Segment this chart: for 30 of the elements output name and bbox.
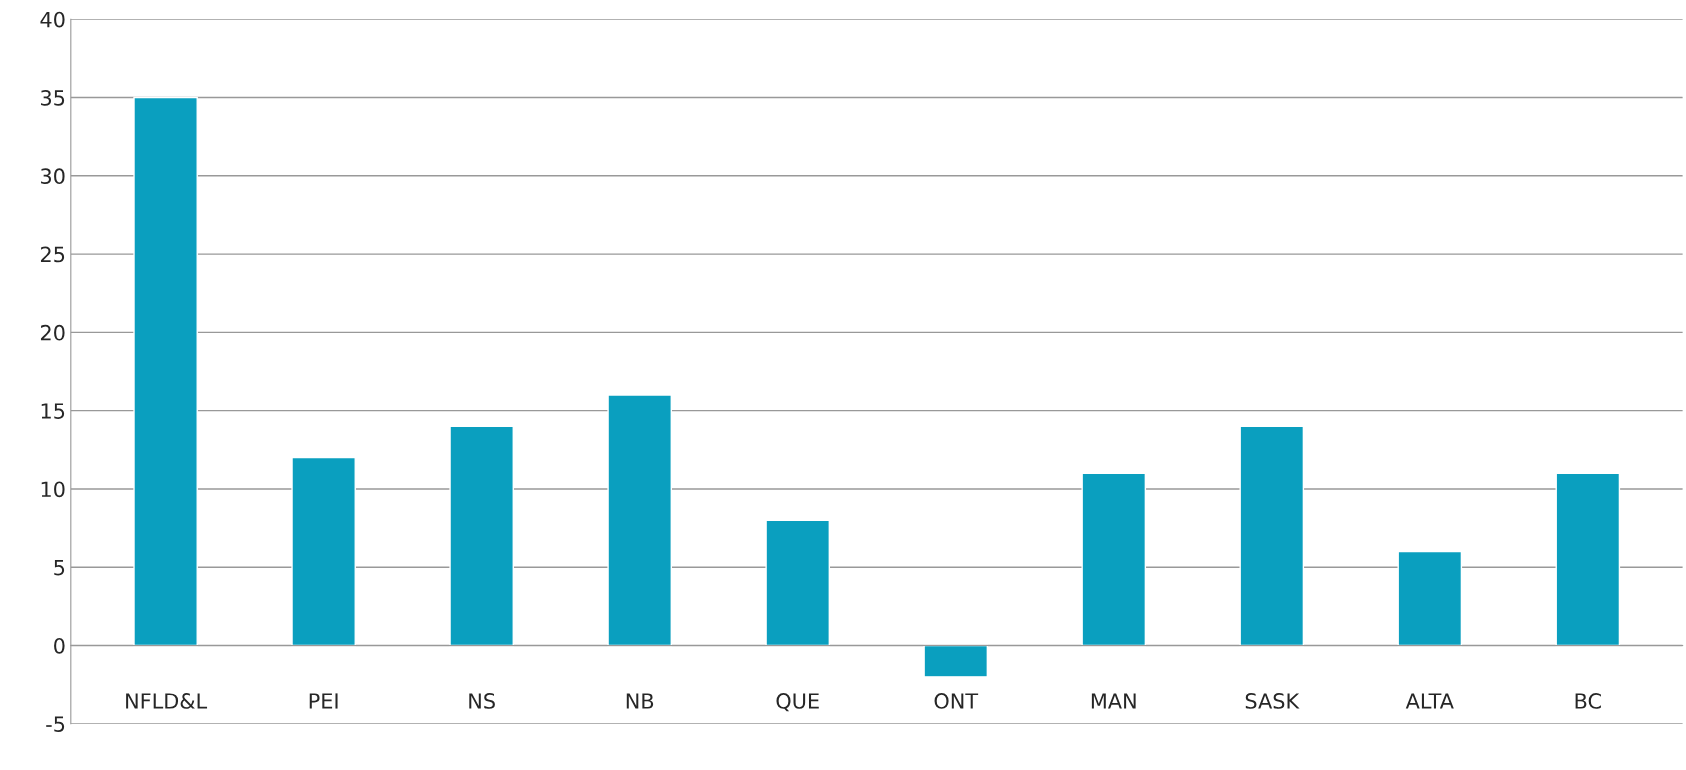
bar — [765, 519, 831, 647]
x-tick-label: PEI — [309, 693, 338, 709]
y-tick-label: 30 — [41, 168, 65, 185]
x-tick-label: SASK — [1245, 693, 1300, 709]
y-tick-label: 40 — [40, 11, 65, 28]
bar — [1081, 472, 1147, 647]
x-tick-label: NS — [469, 693, 495, 709]
y-tick-label: 25 — [40, 246, 65, 263]
x-tick-label: BC — [1575, 693, 1601, 709]
y-tick-label: 0 — [54, 637, 65, 654]
x-tick-label: QUE — [776, 693, 819, 712]
bar — [449, 425, 514, 647]
bar — [133, 96, 198, 647]
bar — [1239, 425, 1305, 647]
y-tick-label: 35 — [41, 89, 65, 106]
y-tick-label: 15 — [41, 403, 65, 419]
bar — [1397, 550, 1463, 647]
bar — [923, 644, 989, 678]
y-tick-label: -5 — [46, 716, 65, 733]
x-tick-label: ALTA — [1405, 693, 1454, 709]
bar — [1555, 472, 1621, 647]
x-tick-label: NB — [626, 693, 654, 709]
y-tick-label: 20 — [40, 324, 65, 341]
y-tick-label: 10 — [41, 481, 65, 498]
y-tick-label: 5 — [54, 559, 65, 576]
bar — [291, 456, 356, 647]
bar — [607, 394, 672, 647]
x-tick-label: NFLD&L — [126, 693, 208, 709]
x-tick-label: ONT — [934, 693, 979, 709]
x-tick-label: MAN — [1091, 693, 1136, 709]
